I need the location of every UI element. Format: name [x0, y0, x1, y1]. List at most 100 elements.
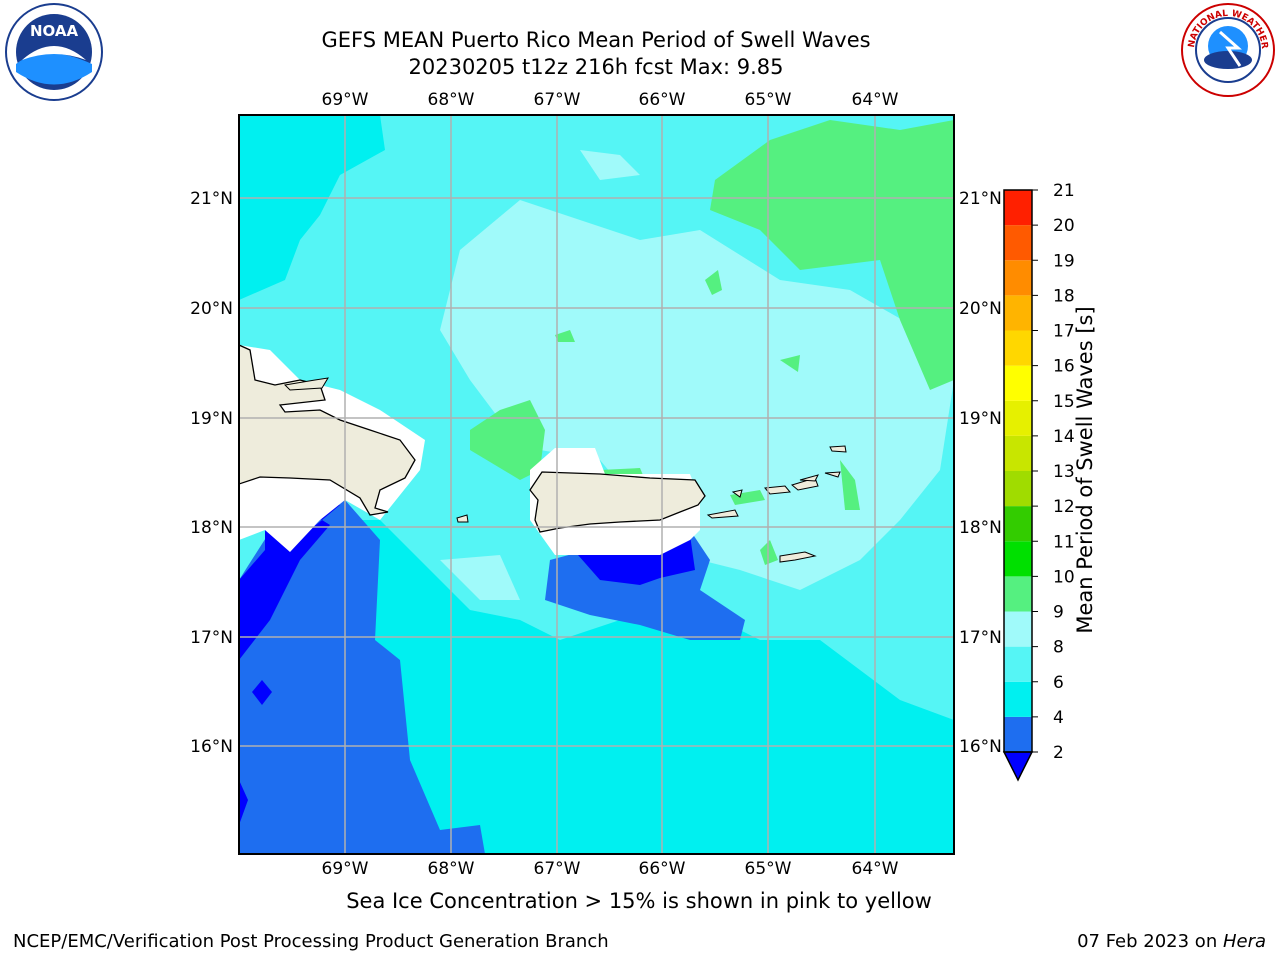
swell-period-field [239, 115, 954, 854]
svg-text:NOAA: NOAA [30, 22, 79, 40]
colorbar-segment [1004, 646, 1032, 682]
colorbar-segment [1004, 295, 1032, 331]
lon-label-top: 65°W [745, 90, 792, 110]
lon-labels-top: 69°W 68°W 67°W 66°W 65°W 64°W [322, 90, 899, 110]
field-4-6-south [239, 520, 954, 854]
colorbar-segment [1004, 611, 1032, 647]
colorbar-segment [1004, 260, 1032, 296]
field-below2-edge [239, 780, 248, 825]
island-hisp-north [283, 377, 329, 391]
colorbar-segment [1004, 435, 1032, 471]
field-9-10-sm3 [840, 460, 860, 510]
lon-label-top: 64°W [852, 90, 899, 110]
colorbar-segment [1004, 225, 1032, 261]
colorbar-under-extension [1002, 751, 1034, 782]
field-9-10-sm1 [705, 270, 722, 295]
island-virgin-gorda [799, 474, 819, 482]
island-mona [456, 514, 469, 523]
lon-label-bottom: 69°W [322, 859, 369, 879]
lon-label-bottom: 65°W [745, 859, 792, 879]
lat-label-left: 17°N [190, 628, 233, 648]
sea-ice-note: Sea Ice Concentration > 15% is shown in … [346, 889, 932, 913]
colorbar-tick-label: 18 [1053, 286, 1075, 306]
lat-label-left: 19°N [190, 409, 233, 429]
field-4-6-north [239, 115, 385, 300]
lon-labels-bottom: 69°W 68°W 67°W 66°W 65°W 64°W [322, 859, 899, 879]
footer-date: 07 Feb 2023 on Hera [1077, 931, 1266, 952]
colorbar-tick-label: 21 [1053, 181, 1075, 201]
lat-label-right: 19°N [959, 409, 1002, 429]
lon-label-bottom: 66°W [639, 859, 686, 879]
colorbar-tick-label: 9 [1053, 603, 1064, 623]
lon-label-top: 67°W [534, 90, 581, 110]
colorbar-segment [1004, 506, 1032, 542]
nws-logo: NATIONAL WEATHER SERVICE [1177, 0, 1276, 98]
field-9-10-ne [710, 120, 954, 390]
colorbar-tick-label: 20 [1053, 216, 1075, 236]
land-hispaniola [239, 344, 416, 516]
colorbar-tick-label: 15 [1053, 392, 1075, 412]
colorbar-segment [1004, 681, 1032, 717]
island-culebra [731, 489, 743, 498]
footer-system: Hera [1222, 931, 1266, 952]
island-anegada [824, 471, 841, 478]
colorbar-segment [1004, 400, 1032, 436]
island-st-croix [779, 551, 817, 563]
field-9-10-west [470, 400, 545, 480]
lat-label-right: 17°N [959, 628, 1002, 648]
colorbar-segment [1004, 576, 1032, 612]
map-frame [238, 114, 955, 855]
lat-label-left: 16°N [190, 737, 233, 757]
chart-title-line2: 20230205 t12z 216h fcst Max: 9.85 [408, 55, 784, 79]
field-8-9-south [440, 555, 520, 600]
field-below2-prsouth [578, 535, 695, 585]
colorbar-tick-label: 11 [1053, 532, 1075, 552]
footer-branch: NCEP/EMC/Verification Post Processing Pr… [13, 931, 609, 952]
lon-label-top: 66°W [639, 90, 686, 110]
colorbar-segment [1004, 541, 1032, 577]
colorbar-tick-label: 14 [1053, 427, 1075, 447]
lat-label-right: 16°N [959, 737, 1002, 757]
lon-label-bottom: 64°W [852, 859, 899, 879]
lat-label-left: 21°N [190, 189, 233, 209]
colorbar-tick-label: 8 [1053, 638, 1064, 658]
lat-label-left: 20°N [190, 299, 233, 319]
island-sombrero [829, 445, 847, 453]
colorbar-tick-label: 13 [1053, 462, 1075, 482]
field-8-9-center [440, 200, 954, 590]
colorbar: 2 4 6 8 9 10 11 12 13 14 15 16 17 18 19 20 21 [1002, 181, 1075, 782]
field-below2-spot [252, 680, 272, 705]
colorbar-segment [1004, 190, 1032, 226]
lat-labels-left: 21°N 20°N 19°N 18°N 17°N 16°N [190, 189, 233, 757]
colorbar-tick-label: 4 [1053, 708, 1064, 728]
colorbar-label: Mean Period of Swell Waves [s] [1073, 306, 1097, 634]
noaa-logo: NOAA [4, 2, 104, 102]
colorbar-tick-label: 12 [1053, 497, 1075, 517]
colorbar-segment [1004, 716, 1032, 752]
colorbar-tick-label: 19 [1053, 251, 1075, 271]
field-below2-west [239, 500, 345, 650]
lat-label-left: 18°N [190, 518, 233, 538]
field-9-10-sm4 [760, 540, 778, 565]
colorbar-tick-label: 6 [1053, 673, 1064, 693]
field-below2-west2 [239, 500, 340, 660]
lon-label-top: 68°W [428, 90, 475, 110]
field-9-10-sm6 [780, 355, 800, 372]
lat-labels-right: 21°N 20°N 19°N 18°N 17°N 16°N [959, 189, 1002, 757]
colorbar-segment [1004, 365, 1032, 401]
footer-date-text: 07 Feb 2023 on [1077, 931, 1223, 952]
colorbar-tick-label: 10 [1053, 567, 1075, 587]
field-9-10-sm2 [555, 330, 575, 342]
lat-label-right: 18°N [959, 518, 1002, 538]
island-vieques [706, 509, 739, 519]
lon-label-bottom: 68°W [428, 859, 475, 879]
chart-title-line1: GEFS MEAN Puerto Rico Mean Period of Swe… [321, 28, 871, 52]
map-grid [239, 115, 954, 854]
lon-label-top: 69°W [322, 90, 369, 110]
field-2-4-west [239, 500, 485, 854]
colorbar-segment [1004, 471, 1032, 507]
colorbar-segment [1004, 330, 1032, 366]
lat-label-right: 21°N [959, 189, 1002, 209]
colorbar-tick-label: 16 [1053, 357, 1075, 377]
